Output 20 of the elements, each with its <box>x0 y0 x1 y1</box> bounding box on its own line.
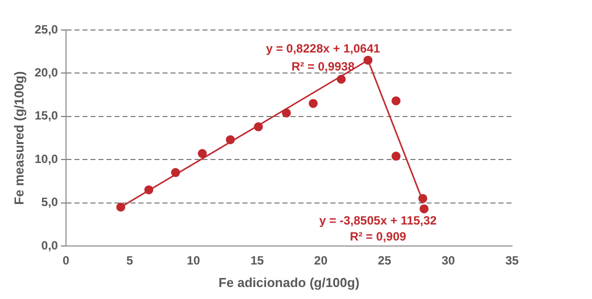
x-tick-label: 20 <box>314 254 328 268</box>
annotation: y = -3,8505x + 115,32 <box>319 213 438 228</box>
y-tick-label: 15,0 <box>34 108 58 123</box>
y-tick-label: 0,0 <box>41 238 58 252</box>
annotation: R² = 0,909 <box>350 229 407 244</box>
x-tick-label: 15 <box>250 254 264 268</box>
y-axis-title: Fe measured (g/100g) <box>11 71 26 205</box>
x-tick-label: 35 <box>505 254 519 268</box>
y-tick-label: 10,0 <box>34 152 58 166</box>
annotation: R² = 0,9938 <box>291 59 355 74</box>
x-tick-label: 10 <box>186 254 200 268</box>
annotation: y = 0,8228x + 1,0641 <box>266 41 380 56</box>
x-tick-label: 30 <box>442 254 456 268</box>
y-tick-label: 25,0 <box>34 22 58 36</box>
y-tick-label: 5,0 <box>41 195 58 210</box>
x-tick-label: 5 <box>126 254 134 268</box>
x-axis-title: Fe adicionado (g/100g) <box>218 274 360 290</box>
x-tick-label: 0 <box>62 254 70 268</box>
x-tick-label: 25 <box>378 254 392 268</box>
y-tick-label: 20,0 <box>34 66 58 80</box>
